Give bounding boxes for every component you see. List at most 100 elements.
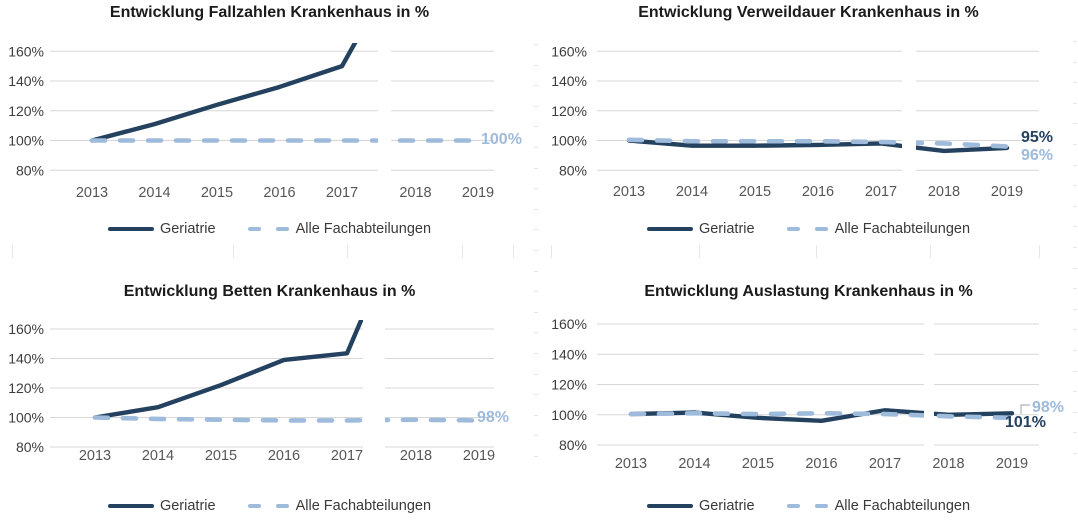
x-tick-label: 2019 xyxy=(991,184,1023,200)
cell-border-tick xyxy=(534,44,538,45)
screenshot-seam xyxy=(378,40,391,182)
y-tick-label: 120% xyxy=(551,103,587,119)
cell-border-tick xyxy=(534,435,538,436)
x-tick-label: 2016 xyxy=(263,185,295,201)
y-tick-label: 120% xyxy=(8,103,44,119)
chart-title-verweildauer: Entwicklung Verweildauer Krankenhaus in … xyxy=(638,4,979,21)
cell-border-tick xyxy=(930,245,931,258)
x-tick-label: 2016 xyxy=(805,456,837,472)
legend-label-alle-fachabteilungen: Alle Fachabteilungen xyxy=(295,498,432,514)
betten-plot-area: 160%140%120%100%80%2013 2014 2015 2016 2017 2… xyxy=(8,317,495,465)
x-tick-label: 2019 xyxy=(996,456,1028,472)
legend-label-geriatrie: Geriatrie xyxy=(159,498,216,514)
x-tick-label: 2019 xyxy=(462,185,494,201)
cell-border-tick xyxy=(1073,41,1077,42)
x-tick-label: 2015 xyxy=(205,448,237,464)
cell-border-tick xyxy=(1073,144,1077,145)
geriatrie-line-sample xyxy=(107,226,154,232)
label-leader-line xyxy=(1020,404,1030,414)
x-tick-label: 2017 xyxy=(331,448,363,464)
geriatrie-line-sample xyxy=(646,226,693,232)
series-end-value-label: 96% xyxy=(1021,147,1054,164)
y-tick-label: 120% xyxy=(8,380,44,396)
cell-border-tick xyxy=(816,245,817,258)
cell-border-tick xyxy=(1073,412,1077,413)
y-tick-label: 160% xyxy=(8,43,44,59)
alle-fachabteilungen-line-sample xyxy=(247,503,289,509)
cell-border-tick xyxy=(1039,245,1040,258)
x-tick-label: 2013 xyxy=(79,448,111,464)
cell-border-tick xyxy=(534,229,538,230)
x-tick-label: 2014 xyxy=(138,185,170,201)
cell-border-tick xyxy=(1073,350,1077,351)
cell-border-tick xyxy=(462,245,463,258)
geriatrie-line xyxy=(626,138,1010,154)
y-tick-label: 140% xyxy=(551,73,587,89)
geriatrie-line xyxy=(89,43,358,143)
cell-border-tick xyxy=(534,374,538,375)
screenshot-seam xyxy=(363,317,385,465)
series-end-value-label: 95% xyxy=(1021,129,1054,146)
chart-title-fallzahlen: Entwicklung Fallzahlen Krankenhaus in % xyxy=(109,4,430,21)
cell-border-tick xyxy=(1073,432,1077,433)
cell-border-tick xyxy=(1073,309,1077,310)
geriatrie-line-sample xyxy=(646,503,693,509)
x-tick-label: 2017 xyxy=(326,185,358,201)
alle-line xyxy=(628,410,1015,421)
series-end-value-label: 100% xyxy=(481,131,522,148)
x-axis-labels: 2013 2014 2015 2016 2017 2018 2019 xyxy=(79,448,495,464)
x-tick-label: 2013 xyxy=(613,184,645,200)
cell-border-tick xyxy=(1073,123,1077,124)
screenshot-seam xyxy=(902,40,916,182)
cell-border-tick xyxy=(699,245,700,258)
gridlines-and-yticks: 160% 140% 120% 100% 80% xyxy=(8,43,494,178)
y-tick-label: 140% xyxy=(8,73,44,89)
cell-border-tick xyxy=(1073,185,1077,186)
chart-betten: Entwicklung Betten Krankenhaus in % 160%… xyxy=(0,262,539,524)
y-tick-label: 100% xyxy=(8,133,44,149)
y-tick-label: 140% xyxy=(551,346,587,362)
cell-border-tick xyxy=(1073,165,1077,166)
x-tick-label: 2014 xyxy=(676,184,708,200)
legend-label-geriatrie: Geriatrie xyxy=(159,221,216,237)
cell-border-tick xyxy=(513,245,514,258)
geriatrie-line xyxy=(92,320,364,420)
cell-border-tick xyxy=(1073,453,1077,454)
cell-border-tick xyxy=(1073,103,1077,104)
x-tick-label: 2018 xyxy=(399,185,431,201)
x-axis-labels: 2013 2014 2015 2016 2017 2018 2019 xyxy=(76,185,494,201)
cell-border-tick xyxy=(534,85,538,86)
alle-line xyxy=(92,415,482,423)
cell-border-tick xyxy=(534,188,538,189)
auslastung-plot-area: 160%140%120%100%80%2013 2014 2015 2016 2017 2… xyxy=(551,312,1039,472)
verweildauer-plot-area: 160%140%120%100%80%2013 2014 2015 2016 2017 2… xyxy=(551,40,1039,200)
cell-border-tick xyxy=(534,394,538,395)
geriatrie-line-sample xyxy=(107,503,154,509)
cell-border-tick xyxy=(347,245,348,258)
chart-title-auslastung: Entwicklung Auslastung Krankenhaus in % xyxy=(644,283,973,300)
cell-border-tick xyxy=(1073,268,1077,269)
betten-legend: Geriatrie Alle Fachabteilungen xyxy=(0,498,539,514)
legend-label-alle-fachabteilungen: Alle Fachabteilungen xyxy=(834,498,971,514)
x-axis-labels: 2013 2014 2015 2016 2017 2018 2019 xyxy=(615,456,1028,472)
alle-fachabteilungen-line-sample xyxy=(786,503,828,509)
cell-border-tick xyxy=(1073,62,1077,63)
series-end-value-label: 98% xyxy=(477,409,510,426)
x-tick-label: 2018 xyxy=(932,456,964,472)
x-tick-label: 2016 xyxy=(802,184,834,200)
cell-border-tick xyxy=(534,332,538,333)
y-tick-label: 80% xyxy=(16,439,44,455)
legend-label-geriatrie: Geriatrie xyxy=(698,498,755,514)
y-tick-label: 80% xyxy=(559,437,587,453)
chart-title-betten: Entwicklung Betten Krankenhaus in % xyxy=(123,283,416,300)
cell-border-tick xyxy=(534,271,538,272)
screenshot-seam xyxy=(924,312,934,457)
x-tick-label: 2015 xyxy=(739,184,771,200)
x-tick-label: 2017 xyxy=(865,184,897,200)
cell-border-tick xyxy=(1073,206,1077,207)
alle-fachabteilungen-line-sample xyxy=(247,226,289,232)
y-tick-label: 100% xyxy=(551,407,587,423)
cell-border-tick xyxy=(1073,329,1077,330)
alle-line xyxy=(626,137,1010,149)
